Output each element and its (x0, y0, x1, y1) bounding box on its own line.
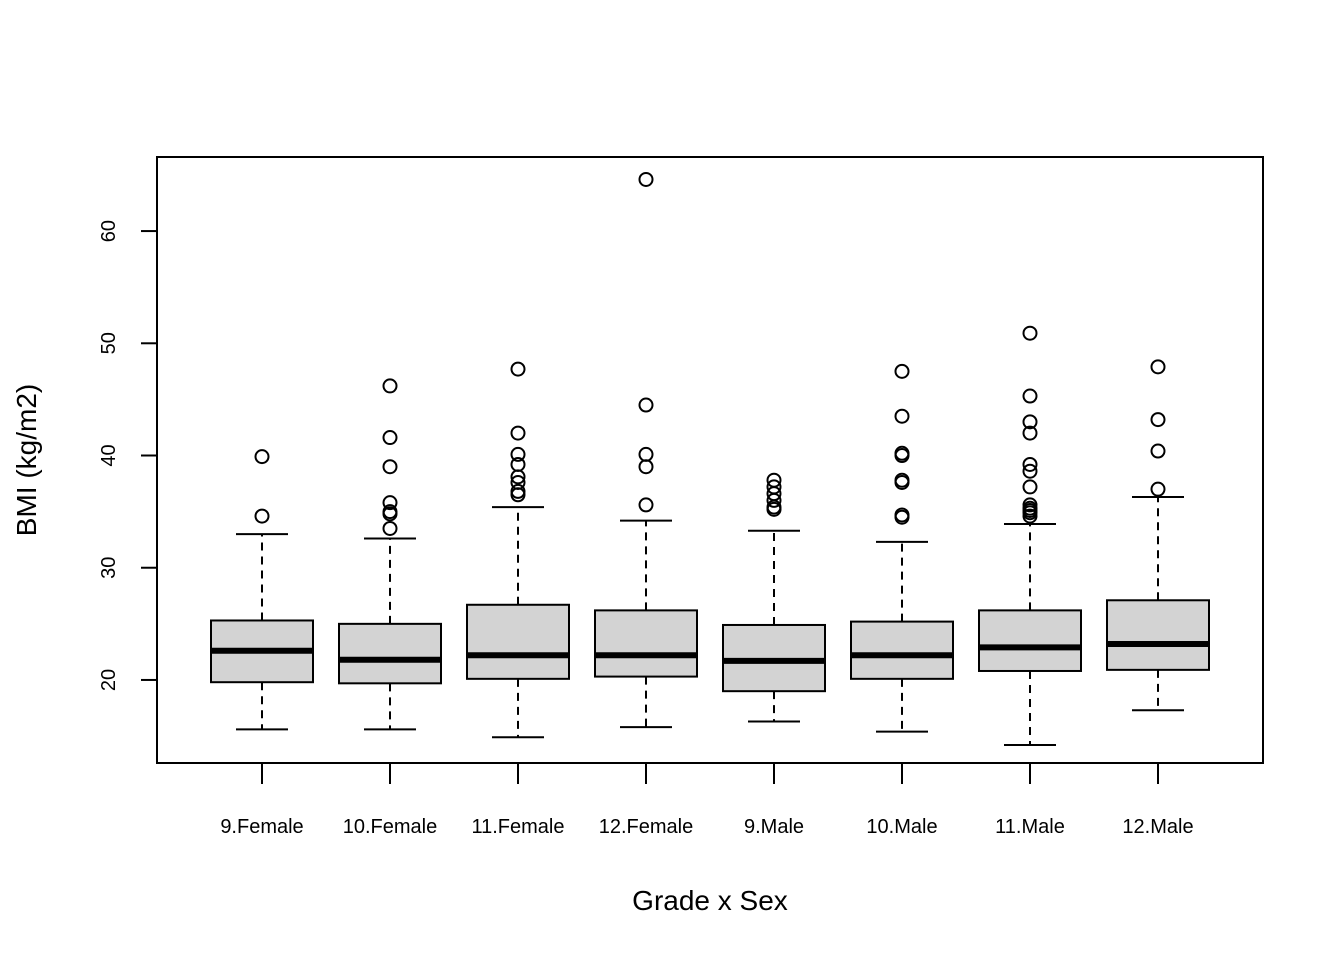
x-tick-label: 12.Female (599, 816, 694, 838)
outlier-point (382, 504, 398, 520)
boxes-layer (210, 171, 1210, 747)
outlier-point (382, 459, 398, 475)
x-tick-label: 11.Female (471, 816, 564, 838)
outlier-point (638, 446, 654, 462)
outlier-point (638, 171, 654, 187)
outlier-point (1022, 456, 1038, 472)
iqr-box (850, 620, 954, 680)
iqr-box (338, 622, 442, 685)
outlier-point (894, 507, 910, 523)
outlier-point (510, 456, 526, 472)
x-axis-title: Grade x Sex (632, 885, 788, 916)
outlier-point (1150, 443, 1166, 459)
outlier-point (382, 520, 398, 536)
outlier-point (766, 479, 782, 495)
y-tick-label: 20 (98, 669, 120, 691)
outlier-point (510, 361, 526, 377)
outlier-point (1150, 412, 1166, 428)
x-tick-label: 9.Male (744, 816, 804, 838)
iqr-box (1106, 599, 1210, 671)
outlier-point (638, 497, 654, 513)
box-11.Female (466, 361, 570, 739)
outlier-point (1022, 414, 1038, 430)
iqr-box (978, 609, 1082, 672)
box-10.Male (850, 363, 954, 733)
outlier-point (1150, 359, 1166, 375)
x-tick-label: 12.Male (1122, 816, 1193, 838)
box-10.Female (338, 378, 442, 731)
x-tick-label: 10.Female (343, 816, 438, 838)
y-axis-title: BMI (kg/m2) (11, 384, 42, 536)
plot-frame (156, 156, 1264, 764)
iqr-box (466, 603, 570, 680)
y-tick-label: 40 (98, 444, 120, 466)
outlier-point (1022, 325, 1038, 341)
outlier-point (254, 508, 270, 524)
box-9.Female (210, 449, 314, 731)
outlier-point (382, 378, 398, 394)
box-12.Male (1106, 359, 1210, 712)
outlier-point (894, 472, 910, 488)
y-axis: 20 30 40 50 60 (98, 220, 157, 691)
outlier-point (638, 397, 654, 413)
y-tick-label: 30 (98, 557, 120, 579)
box-9.Male (722, 472, 826, 723)
outlier-point (510, 425, 526, 441)
outlier-point (1022, 479, 1038, 495)
outlier-point (1022, 497, 1038, 513)
outlier-point (766, 472, 782, 488)
x-tick-label: 10.Male (866, 816, 937, 838)
outlier-point (510, 446, 526, 462)
outlier-point (510, 483, 526, 499)
outlier-point (382, 495, 398, 511)
outlier-point (894, 363, 910, 379)
outlier-point (510, 474, 526, 490)
outlier-point (1022, 388, 1038, 404)
outlier-point (1022, 463, 1038, 479)
outlier-point (894, 408, 910, 424)
outlier-point (1150, 481, 1166, 497)
box-12.Female (594, 171, 698, 729)
y-tick-label: 50 (98, 332, 120, 354)
x-axis: 9.Female 10.Female 11.Female 12.Female 9.Mal… (220, 763, 1194, 838)
x-tick-label: 11.Male (995, 816, 1065, 838)
x-tick-label: 9.Female (220, 816, 303, 838)
box-11.Male (978, 325, 1082, 747)
outlier-point (894, 445, 910, 461)
outlier-point (1022, 425, 1038, 441)
iqr-box (594, 609, 698, 678)
outlier-point (382, 430, 398, 446)
y-tick-label: 60 (98, 220, 120, 242)
outlier-point (254, 449, 270, 465)
